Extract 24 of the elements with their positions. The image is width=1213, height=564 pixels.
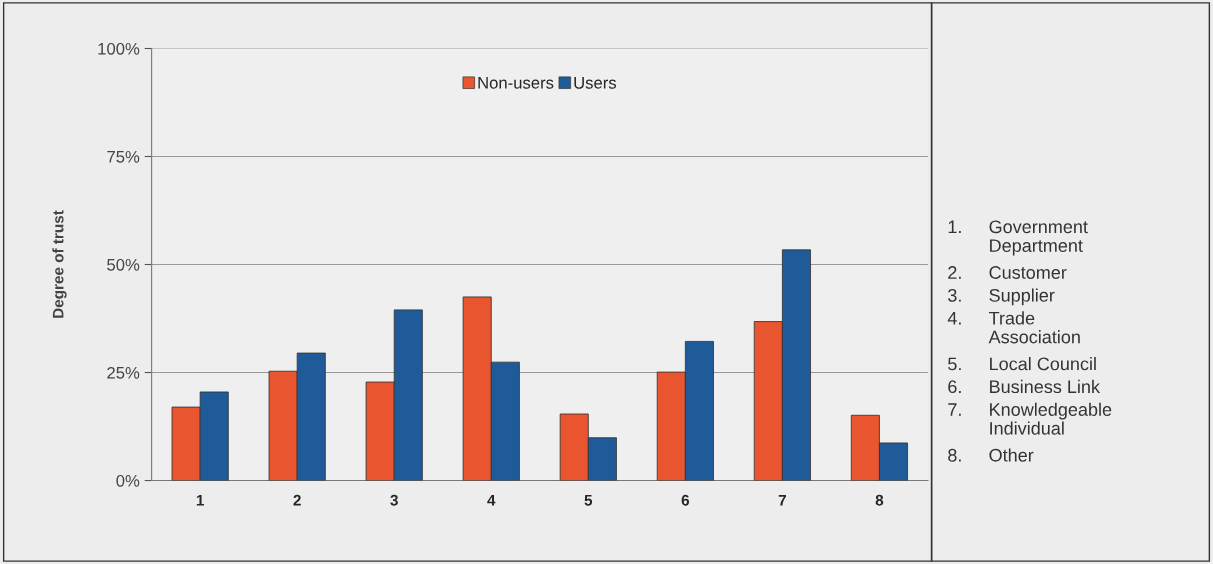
y-tick-label: 0% [116,474,140,487]
text: 7. Knowledgeable Individual [948,402,1112,435]
text: 3. Supplier [948,288,1055,306]
text: 5. Local Council [948,357,1096,371]
x-tick-label: 4 [487,494,496,506]
y-tick-label: 75% [107,150,140,163]
x-tick-label: 1 [196,494,204,506]
x-tick-label: 8 [875,494,884,506]
legend-label: Non-users [478,77,554,89]
legend-label: Users [574,77,617,89]
text: 6. Business Link [948,379,1101,394]
x-tick-label: 5 [584,494,593,506]
text: 1. Government Department [948,220,1088,256]
text: 4. Trade Association [947,311,1080,344]
y-tick-label: 25% [107,366,140,379]
text: 8. Other [948,448,1034,462]
y-axis-title: Degree of trust [52,210,67,318]
y-tick-label: 50% [107,258,140,271]
text: 2. Customer [948,266,1067,279]
x-tick-label: 2 [293,494,301,506]
x-tick-label: 7 [778,494,786,506]
x-tick-label: 3 [390,494,398,506]
x-tick-label: 6 [681,494,690,506]
y-tick-label: 100% [98,42,140,55]
